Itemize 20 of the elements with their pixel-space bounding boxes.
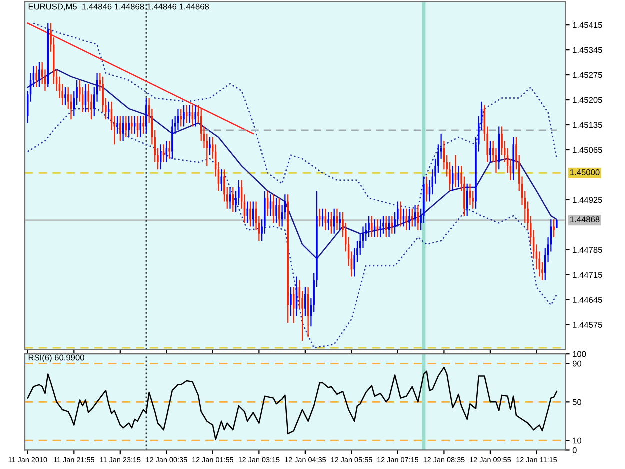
y-tick-label: 90 — [572, 360, 582, 367]
y-tick-label: 0 — [572, 447, 577, 454]
y-tick-label: 1.45415 — [573, 22, 602, 28]
y-tick-label: 1.45135 — [573, 122, 602, 128]
ref-line-label: 1.44868 — [570, 216, 600, 223]
chart-title: RSI(6) 60.9900 — [28, 354, 84, 362]
chart-title: EURUSD,M5 1.44846 1.44868 1.44846 1.44868 — [28, 4, 210, 11]
y-tick-label: 100 — [573, 351, 586, 358]
y-tick-label: 10 — [573, 438, 582, 444]
ref-line-label: 1.45000 — [570, 170, 600, 176]
y-tick-label: 1.44925 — [573, 197, 602, 204]
y-tick-label: 1.45275 — [573, 72, 602, 78]
y-tick-label: 1.44715 — [573, 272, 602, 278]
y-tick-label: 1.44645 — [573, 297, 602, 304]
y-tick-label: 1.45065 — [573, 147, 602, 154]
y-tick-label: 50 — [572, 399, 582, 406]
y-tick-label: 1.45345 — [573, 47, 602, 54]
y-tick-label: 1.44785 — [573, 247, 602, 254]
y-tick-label: 1.44575 — [573, 322, 602, 328]
y-tick-label: 1.45205 — [573, 97, 602, 104]
